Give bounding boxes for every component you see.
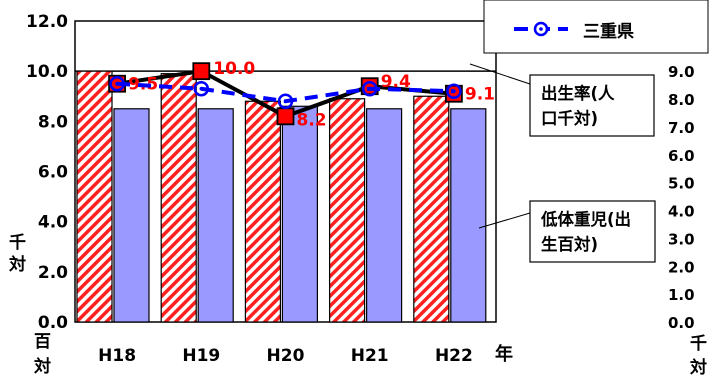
bar-blue xyxy=(197,108,234,323)
point-marker-square xyxy=(192,62,211,81)
annotation-box xyxy=(529,74,655,137)
legend-swatch-marker-dot xyxy=(539,27,543,31)
right-tick-label: 4.0 xyxy=(668,203,695,221)
x-tick-label: H20 xyxy=(267,346,305,366)
annotation-line2: 口千対) xyxy=(541,108,598,128)
bar-hatched xyxy=(329,98,366,323)
annotation-box xyxy=(529,200,656,263)
annotation-birth-rate: 出生率(人 口千対) xyxy=(469,63,655,137)
right-tick-label: 3.0 xyxy=(668,230,695,248)
point-marker-circle xyxy=(109,75,125,92)
annotation-pointer xyxy=(478,212,531,229)
point-marker-dot xyxy=(367,86,372,91)
right-tick-label: 0.0 xyxy=(668,314,695,332)
right-tick-label: 1.0 xyxy=(668,286,695,304)
x-tick-label: H18 xyxy=(98,346,136,366)
data-label: 10.0 xyxy=(213,59,255,79)
right-axis-ticks: 0.0 1.0 2.0 3.0 4.0 5.0 6.0 7.0 8.0 9.0 xyxy=(668,63,695,332)
bar-hatched xyxy=(413,95,450,323)
right-tick-label: 9.0 xyxy=(668,63,695,81)
annotation-line1: 出生率(人 xyxy=(541,83,615,103)
point-marker-circle xyxy=(446,83,462,99)
bar-hatched xyxy=(76,70,113,323)
right-tick-label: 5.0 xyxy=(668,175,695,193)
annotation-pointer xyxy=(469,63,531,85)
x-tick-label: H21 xyxy=(351,346,389,366)
x-tick-label: H19 xyxy=(182,346,220,366)
legend-box xyxy=(483,0,709,54)
left-tick-label: 6.0 xyxy=(38,163,68,183)
line-group: 9.510.08.29.49.1 xyxy=(108,59,495,130)
left-unit-bottom-char1: 百 xyxy=(34,332,51,352)
left-tick-label: 4.0 xyxy=(38,213,68,233)
annotation-line2: 生百対) xyxy=(541,234,598,254)
data-label: 9.1 xyxy=(465,85,495,105)
point-marker-dot xyxy=(452,89,456,94)
left-tick-label: 8.0 xyxy=(38,112,68,132)
line-series-dashed xyxy=(109,75,462,110)
right-unit-char2: 対 xyxy=(689,357,707,378)
left-unit-top-char2: 対 xyxy=(8,254,26,275)
point-marker-square xyxy=(276,107,295,126)
bar-blue xyxy=(450,108,487,323)
legend: 三重県 xyxy=(483,0,709,54)
bar-hatched xyxy=(160,73,197,323)
x-axis-ticks: H18 H19 H20 H21 H22 xyxy=(98,346,473,366)
right-unit-char1: 千 xyxy=(690,334,707,354)
right-tick-label: 6.0 xyxy=(668,147,695,165)
left-unit-bottom-char2: 対 xyxy=(33,356,51,377)
legend-label: 三重県 xyxy=(583,21,634,42)
left-tick-label: 10.0 xyxy=(26,62,68,82)
bar-blue xyxy=(366,108,403,323)
left-tick-label: 0.0 xyxy=(38,313,68,333)
right-tick-label: 2.0 xyxy=(668,258,695,276)
left-tick-label: 12.0 xyxy=(26,12,68,32)
bar-group xyxy=(76,70,487,323)
right-tick-label: 8.0 xyxy=(668,91,695,109)
right-tick-label: 7.0 xyxy=(668,119,695,137)
left-unit-top-char1: 千 xyxy=(9,233,26,253)
data-label: 9.4 xyxy=(381,72,411,92)
bar-blue xyxy=(113,108,150,323)
data-label: 8.2 xyxy=(297,110,327,130)
left-tick-label: 2.0 xyxy=(38,263,68,283)
bar-blue xyxy=(281,105,318,323)
annotation-low-birth-weight: 低体重児(出 生百対) xyxy=(478,200,656,263)
point-marker-circle xyxy=(193,80,210,97)
x-tick-label: H22 xyxy=(435,346,473,366)
annotation-line1: 低体重児(出 xyxy=(540,209,631,229)
point-marker-dot xyxy=(199,86,204,91)
point-marker-dot xyxy=(115,81,119,86)
point-marker-circle xyxy=(361,80,378,97)
bar-hatched xyxy=(244,100,281,323)
left-axis-ticks: 0.0 2.0 4.0 6.0 8.0 10.0 12.0 xyxy=(26,12,68,333)
point-marker-dot xyxy=(283,99,288,104)
point-marker-circle xyxy=(277,93,294,110)
year-label: 年 xyxy=(495,343,513,365)
